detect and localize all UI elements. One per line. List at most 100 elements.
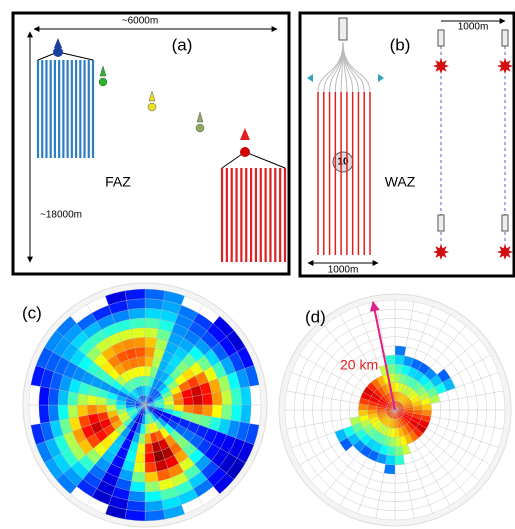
rose-cell — [394, 445, 404, 456]
rose-cell — [144, 308, 162, 320]
rose-cell — [126, 298, 146, 310]
source-vessel — [437, 214, 445, 232]
rose-cell — [129, 481, 146, 493]
rose-cell — [321, 397, 332, 411]
rose-cell — [128, 490, 146, 502]
geometry-name: FAZ — [105, 174, 131, 190]
radius-label: 20 km — [340, 357, 378, 373]
rose-cell — [211, 391, 223, 406]
geometry-name: WAZ — [385, 174, 416, 190]
rose-cell — [394, 309, 413, 320]
rose-cell — [476, 393, 487, 411]
shot — [433, 58, 449, 74]
rose-cell — [449, 398, 460, 411]
rose-cell — [133, 337, 146, 349]
rose-cell — [28, 404, 41, 426]
rose-cell — [380, 482, 396, 493]
rose-cell — [144, 317, 161, 329]
rose-cell — [294, 409, 305, 428]
rose-cell — [221, 404, 233, 421]
rose-cell — [383, 345, 396, 356]
panel-frame — [11, 11, 291, 276]
source — [147, 102, 157, 112]
rose-cell — [394, 336, 408, 347]
source-boat — [196, 111, 204, 123]
rose-cell — [57, 389, 69, 406]
rose-cell — [86, 404, 98, 416]
shot — [497, 244, 513, 260]
rose-cell — [67, 404, 79, 419]
rose-cell — [77, 393, 89, 406]
rose-cell — [378, 318, 396, 329]
rose-cell — [192, 394, 204, 406]
rose-cell — [77, 404, 89, 417]
rose-cell — [430, 401, 441, 411]
rose-cell — [201, 404, 213, 417]
rose-cell — [144, 288, 166, 301]
rose-cell — [131, 471, 146, 483]
rose-cell — [38, 404, 50, 424]
source-boat — [99, 65, 107, 77]
rose-cell — [494, 390, 506, 411]
rose-cell — [303, 409, 314, 427]
rose-cell — [28, 384, 41, 406]
rose-cell — [385, 354, 396, 366]
rose-cell — [458, 397, 469, 411]
vessel-bow — [54, 38, 62, 48]
rose-cell — [394, 509, 415, 521]
rose-cell — [144, 509, 166, 522]
rose-cell — [394, 318, 412, 329]
panel-label: (c) — [22, 303, 42, 322]
rose-cell — [394, 500, 413, 511]
rose-cell — [330, 398, 341, 411]
panel-d: (d) 20 km — [278, 293, 512, 527]
rose-cell — [394, 473, 408, 484]
rose-cell — [382, 336, 396, 347]
source — [195, 123, 205, 133]
tow — [244, 151, 286, 169]
rose-cell — [144, 500, 164, 512]
rose-cell — [133, 461, 146, 473]
rose-cell — [134, 346, 146, 358]
radius-arrow — [369, 301, 396, 411]
rose-cell — [144, 298, 164, 310]
width-label: ~6000m — [122, 16, 158, 27]
panel-a: ~6000m (a) ~18000m FAZ — [11, 11, 291, 276]
rose-cell — [476, 409, 487, 427]
rose-cell — [394, 482, 410, 493]
shot — [433, 244, 449, 260]
rose-cell — [494, 409, 506, 430]
rose-cell — [144, 471, 159, 483]
tow — [57, 51, 94, 61]
vessel — [53, 47, 63, 57]
rose-cell — [458, 409, 469, 423]
rose-cell — [312, 409, 323, 425]
rose-cell — [394, 345, 407, 356]
source-vessel — [501, 214, 509, 232]
rose-cell — [349, 409, 360, 419]
rose-cell — [294, 392, 305, 411]
rose-cell — [249, 384, 262, 406]
source — [98, 77, 108, 87]
rose-cell — [382, 473, 396, 484]
rose-cell — [485, 392, 496, 411]
rose-cell — [394, 454, 405, 466]
rose-cell — [144, 481, 161, 493]
rose-cell — [240, 404, 252, 424]
rose-cell — [467, 409, 478, 425]
rose-cell — [378, 491, 396, 502]
rose-cell — [38, 386, 50, 406]
rose-cell — [375, 509, 396, 521]
rose-cell — [303, 393, 314, 411]
rose-cell — [144, 452, 156, 464]
panel-c: (c) — [22, 282, 268, 528]
rose-cell — [124, 288, 146, 301]
rose-cell — [201, 393, 213, 406]
rose-cell — [380, 327, 396, 338]
rose-cell — [383, 464, 396, 475]
rose-cell — [230, 404, 242, 422]
panel-label: (a) — [172, 35, 193, 54]
source-vessel — [437, 29, 445, 47]
spacing-label: 1000m — [458, 22, 489, 33]
